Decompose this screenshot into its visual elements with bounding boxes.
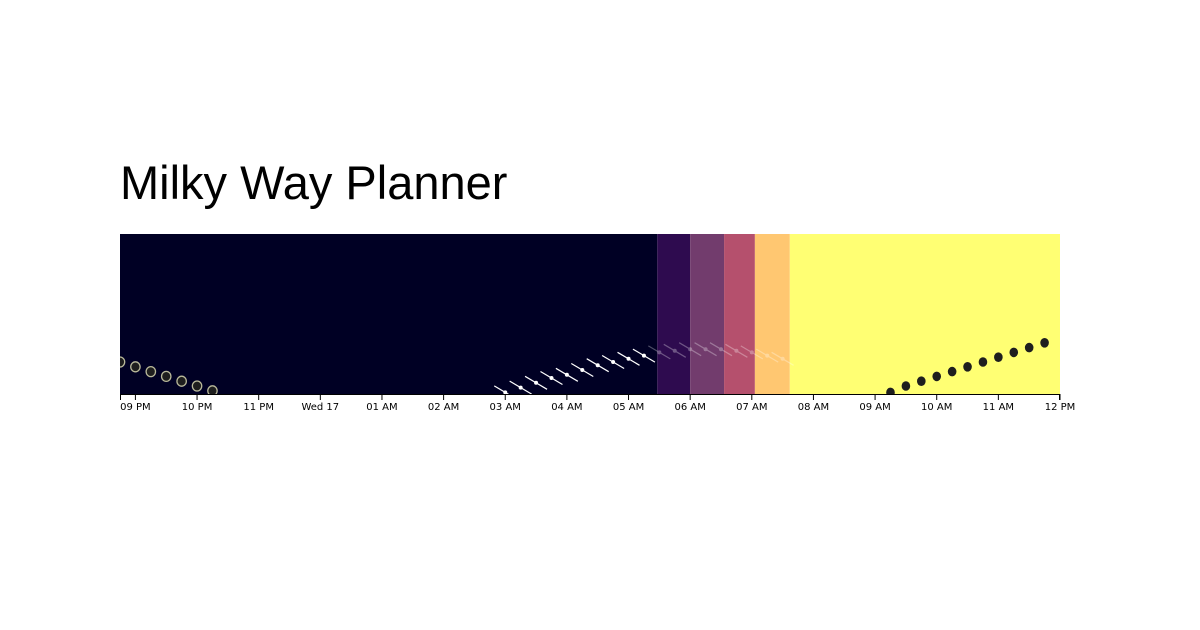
moon-marker-day — [947, 366, 957, 377]
moon-marker-day — [932, 371, 942, 382]
milky-way-core-dot — [703, 347, 708, 352]
milky-way-core-dot — [641, 353, 646, 358]
milky-way-core-marker — [694, 342, 717, 357]
milky-way-core-line — [740, 345, 764, 360]
moon-marker — [176, 375, 187, 387]
moon-marker-day — [963, 362, 972, 372]
milky-way-core-marker — [524, 375, 548, 390]
moon-marker — [191, 380, 203, 392]
axis-tick-label: 12 PM — [1045, 402, 1076, 413]
milky-way-core-dot — [688, 347, 693, 352]
milky-way-core-line — [694, 342, 717, 357]
milky-way-core-marker — [586, 358, 610, 373]
milky-way-core-dot — [549, 376, 554, 380]
milky-way-core-marker — [709, 342, 733, 357]
milky-way-core-marker — [663, 343, 687, 358]
sky-phase-civil-twilight — [724, 234, 755, 394]
moon-marker-day — [1040, 338, 1049, 348]
milky-way-core-dot — [780, 356, 785, 361]
sky-phase-nautical-twilight — [690, 234, 725, 394]
sky-phase-golden-hour — [754, 234, 790, 394]
moon-marker-day — [886, 387, 895, 394]
axis-tick-label: 03 AM — [490, 402, 521, 413]
milky-way-core-marker — [740, 345, 764, 360]
milky-way-core-marker — [648, 345, 671, 360]
moon-marker — [130, 361, 141, 373]
milky-way-core-dot — [595, 363, 600, 368]
moon-marker-day — [1009, 347, 1019, 358]
milky-way-core-dot — [718, 347, 723, 352]
milky-way-core-marker — [632, 348, 656, 363]
moon-marker — [207, 385, 218, 394]
page-title: Milky Way Planner — [120, 156, 508, 209]
milky-way-core-marker — [771, 351, 794, 366]
milky-way-core-marker — [725, 343, 748, 358]
axis-tick-label: 11 PM — [243, 402, 274, 413]
milky-way-core-line — [709, 342, 733, 357]
milky-way-core-dot — [534, 380, 539, 385]
moon-marker-day — [917, 376, 926, 387]
milky-way-core-marker — [493, 385, 510, 394]
axis-tick-label: 05 AM — [613, 402, 644, 413]
sky-phase-bands — [120, 234, 1060, 394]
milky-way-core-marker — [755, 348, 779, 363]
milky-way-core-dot — [765, 353, 770, 358]
moon-marker-day — [994, 352, 1003, 363]
axis-tick-label: Wed 17 — [301, 402, 339, 413]
milky-way-core-dot — [672, 348, 677, 353]
milky-way-core-line — [648, 345, 671, 360]
axis-tick-label: 04 AM — [551, 402, 582, 413]
axis-tick-label: 09 PM — [120, 402, 151, 413]
milky-way-core-line — [678, 342, 702, 357]
milky-way-core-marker — [509, 380, 532, 394]
milky-way-core-dot — [657, 350, 662, 355]
milky-way-core-dot — [580, 368, 585, 372]
moon-marker — [160, 370, 172, 383]
milky-way-core-line — [771, 351, 794, 366]
milky-way-core-line — [663, 343, 687, 358]
time-axis: 09 PM 10 PM 11 PM Wed 17 01 AM 02 AM 03 AM 04 A… — [120, 394, 1075, 413]
milky-way-core-line — [725, 343, 748, 358]
milky-way-core-marker — [540, 370, 563, 386]
moon-marker — [120, 356, 126, 368]
axis-tick-label: 06 AM — [674, 402, 705, 413]
sky-phase-night — [120, 234, 658, 394]
axis-tick-label: 10 PM — [182, 402, 213, 413]
milky-way-core-dot — [734, 348, 739, 353]
axis-tick-label: 09 AM — [859, 402, 890, 413]
moon-marker-day — [1024, 342, 1034, 353]
axis-tick-label: 07 AM — [736, 402, 767, 413]
milky-way-core-marker — [570, 362, 594, 378]
moon-marker — [145, 365, 157, 378]
milky-way-core-marker — [555, 367, 579, 382]
axis-tick-label: 02 AM — [428, 402, 459, 413]
axis-tick-label: 11 AM — [983, 402, 1014, 413]
milky-way-core-marker — [678, 342, 702, 357]
axis-tick-label: 08 AM — [798, 402, 829, 413]
milky-way-core-marker — [617, 351, 640, 366]
milky-way-core-dot — [503, 390, 508, 394]
milky-way-core-dot — [518, 385, 523, 390]
milky-way-core-track — [493, 342, 794, 394]
milky-way-core-marker — [601, 354, 625, 370]
milky-way-core-line — [755, 348, 779, 363]
sky-phase-day — [789, 234, 1060, 394]
milky-way-core-dot — [564, 372, 569, 377]
milky-way-core-dot — [749, 350, 754, 355]
axis-tick-label: 01 AM — [366, 402, 397, 413]
milky-way-core-dot — [611, 360, 616, 364]
axis-tick-label: 10 AM — [921, 402, 952, 413]
milky-way-core-dot — [626, 356, 631, 361]
sky-phase-astronomical-twilight — [657, 234, 691, 394]
moon-marker-day — [901, 381, 911, 391]
moon-marker-day — [978, 357, 988, 367]
moon-track — [120, 338, 1049, 394]
